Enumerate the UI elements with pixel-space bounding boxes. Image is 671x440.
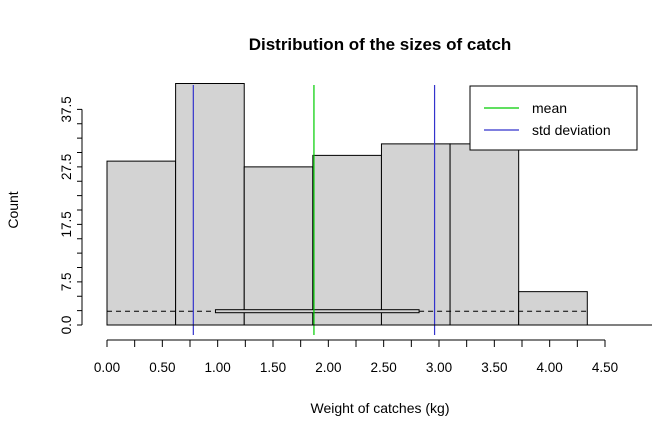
x-tick-label: 2.50 [371, 360, 397, 375]
x-tick-label: 2.00 [315, 360, 341, 375]
chart-title: Distribution of the sizes of catch [249, 35, 512, 54]
y-tick-label: 0.0 [59, 316, 74, 335]
y-tick-label: 37.5 [59, 96, 74, 122]
histogram-bar-2 [243, 166, 314, 326]
y-tick-label: 27.5 [59, 154, 74, 180]
reference-lines-group [192, 85, 436, 335]
histogram-bar-1 [175, 83, 245, 326]
legend-std-label: std deviation [532, 122, 611, 138]
x-axis-label: Weight of catches (kg) [310, 400, 449, 416]
histogram-bar-4 [380, 143, 451, 326]
y-axis-label: Count [5, 191, 21, 228]
histogram-bar-3 [312, 154, 382, 326]
legend-box [469, 85, 638, 151]
bars-group [106, 83, 588, 326]
legend-mean-label: mean [532, 100, 567, 116]
y-axis: 0.0 7.5 17.5 27.5 37.5 [59, 96, 83, 335]
legend: mean std deviation [469, 85, 638, 151]
histogram-bar-0 [106, 160, 177, 326]
y-tick-label: 17.5 [59, 211, 74, 237]
boxplot-box [214, 309, 420, 314]
x-tick-label: 4.00 [537, 360, 563, 375]
histogram-bar-5 [449, 143, 520, 326]
boxplot-group [107, 309, 588, 314]
x-tick-label: 3.00 [426, 360, 452, 375]
x-tick-label: 1.00 [205, 360, 231, 375]
x-axis: 0.00 0.50 1.00 1.50 2.00 2.50 3.00 3.50 4.00 4.50 [94, 324, 652, 375]
x-tick-label: 3.50 [481, 360, 507, 375]
histogram-bar-6 [518, 291, 588, 326]
y-tick-label: 7.5 [59, 272, 74, 291]
x-tick-label: 0.50 [149, 360, 175, 375]
x-tick-label: 0.00 [94, 360, 120, 375]
x-tick-label: 1.50 [260, 360, 286, 375]
x-tick-label: 4.50 [592, 360, 618, 375]
